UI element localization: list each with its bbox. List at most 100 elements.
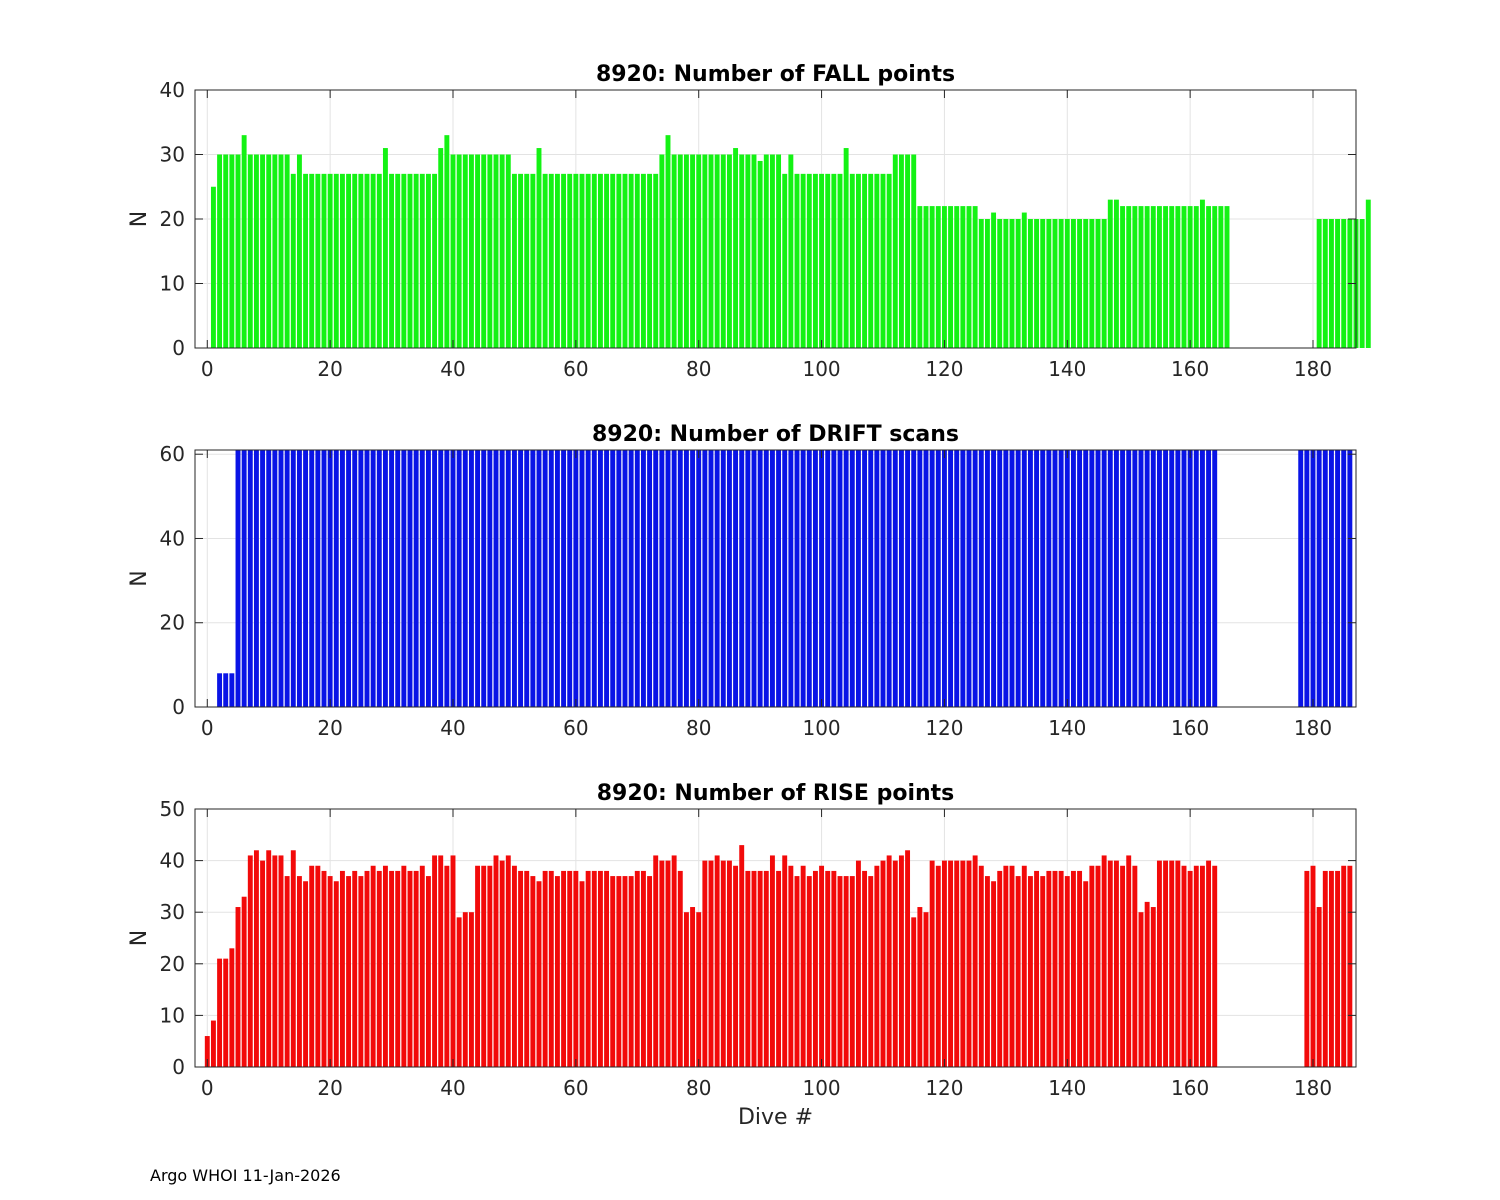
bar bbox=[339, 870, 345, 1067]
bar bbox=[1052, 870, 1058, 1067]
bar bbox=[849, 876, 855, 1067]
bar bbox=[825, 173, 831, 348]
chart-title: 8920: Number of DRIFT scans bbox=[592, 422, 959, 447]
bar bbox=[1138, 450, 1144, 707]
y-tick-label: 40 bbox=[160, 849, 185, 873]
bar bbox=[438, 148, 444, 348]
bar bbox=[714, 855, 720, 1067]
bar bbox=[1113, 860, 1119, 1067]
bar bbox=[837, 173, 843, 348]
bar bbox=[296, 154, 302, 348]
plot-area bbox=[195, 809, 1356, 1067]
bar bbox=[1150, 206, 1156, 348]
x-tick-label: 180 bbox=[1294, 357, 1332, 381]
bar bbox=[456, 917, 462, 1067]
bar bbox=[948, 860, 954, 1067]
footer-credit: Argo WHOI 11-Jan-2026 bbox=[150, 1166, 341, 1185]
bar bbox=[966, 450, 972, 707]
bar bbox=[929, 450, 935, 707]
bar bbox=[1175, 860, 1181, 1067]
bar bbox=[1144, 206, 1150, 348]
x-tick-label: 0 bbox=[201, 357, 214, 381]
bar bbox=[450, 154, 456, 348]
bar bbox=[253, 850, 259, 1067]
bar bbox=[849, 173, 855, 348]
bar bbox=[327, 876, 333, 1067]
bar bbox=[690, 154, 696, 348]
bar bbox=[1175, 206, 1181, 348]
bar bbox=[1040, 876, 1046, 1067]
bar bbox=[253, 154, 259, 348]
bar bbox=[290, 850, 296, 1067]
x-tick-label: 80 bbox=[686, 1076, 711, 1100]
bar bbox=[745, 870, 751, 1067]
bar bbox=[585, 870, 591, 1067]
bar bbox=[579, 881, 585, 1067]
bar bbox=[862, 173, 868, 348]
bar bbox=[954, 450, 960, 707]
bar bbox=[923, 450, 929, 707]
bar bbox=[1083, 881, 1089, 1067]
bar bbox=[696, 912, 702, 1067]
bar bbox=[1150, 907, 1156, 1067]
y-tick-label: 60 bbox=[160, 442, 185, 466]
bar bbox=[1359, 219, 1365, 348]
bar bbox=[941, 450, 947, 707]
bar bbox=[1341, 219, 1347, 348]
bar bbox=[733, 865, 739, 1067]
bar bbox=[1181, 206, 1187, 348]
bar bbox=[714, 154, 720, 348]
bar bbox=[333, 450, 339, 707]
bar bbox=[296, 876, 302, 1067]
bar bbox=[303, 450, 309, 707]
bar bbox=[1058, 450, 1064, 707]
bar bbox=[1009, 219, 1015, 348]
bar bbox=[1181, 450, 1187, 707]
bar bbox=[917, 450, 923, 707]
bar bbox=[579, 450, 585, 707]
bar bbox=[1304, 870, 1310, 1067]
bar bbox=[690, 907, 696, 1067]
bar bbox=[610, 876, 616, 1067]
bar bbox=[800, 450, 806, 707]
bar bbox=[1181, 865, 1187, 1067]
bar bbox=[536, 148, 542, 348]
bar bbox=[1163, 206, 1169, 348]
bar bbox=[659, 154, 665, 348]
bar bbox=[1218, 206, 1224, 348]
x-tick-label: 160 bbox=[1171, 357, 1209, 381]
bar bbox=[1083, 450, 1089, 707]
bar bbox=[653, 855, 659, 1067]
x-tick-label: 60 bbox=[563, 716, 588, 740]
bar bbox=[935, 206, 941, 348]
bar bbox=[395, 450, 401, 707]
x-tick-label: 20 bbox=[317, 1076, 342, 1100]
bar bbox=[671, 450, 677, 707]
bar bbox=[401, 173, 407, 348]
bar bbox=[1322, 870, 1328, 1067]
bar bbox=[683, 154, 689, 348]
bar bbox=[1015, 876, 1021, 1067]
bar bbox=[794, 450, 800, 707]
bar bbox=[812, 870, 818, 1067]
bar bbox=[1316, 219, 1322, 348]
bar bbox=[978, 865, 984, 1067]
bar bbox=[272, 154, 278, 348]
y-tick-label: 40 bbox=[160, 78, 185, 102]
bar bbox=[1156, 860, 1162, 1067]
bar bbox=[542, 450, 548, 707]
bar bbox=[917, 907, 923, 1067]
bar bbox=[911, 917, 917, 1067]
bar bbox=[407, 173, 413, 348]
bar bbox=[935, 865, 941, 1067]
bar bbox=[296, 450, 302, 707]
bar bbox=[714, 450, 720, 707]
bar bbox=[1310, 450, 1316, 707]
bar bbox=[333, 173, 339, 348]
bar bbox=[1163, 450, 1169, 707]
bar bbox=[524, 450, 530, 707]
bar bbox=[217, 154, 223, 348]
x-tick-label: 60 bbox=[563, 1076, 588, 1100]
bar bbox=[966, 860, 972, 1067]
bar bbox=[223, 673, 229, 707]
